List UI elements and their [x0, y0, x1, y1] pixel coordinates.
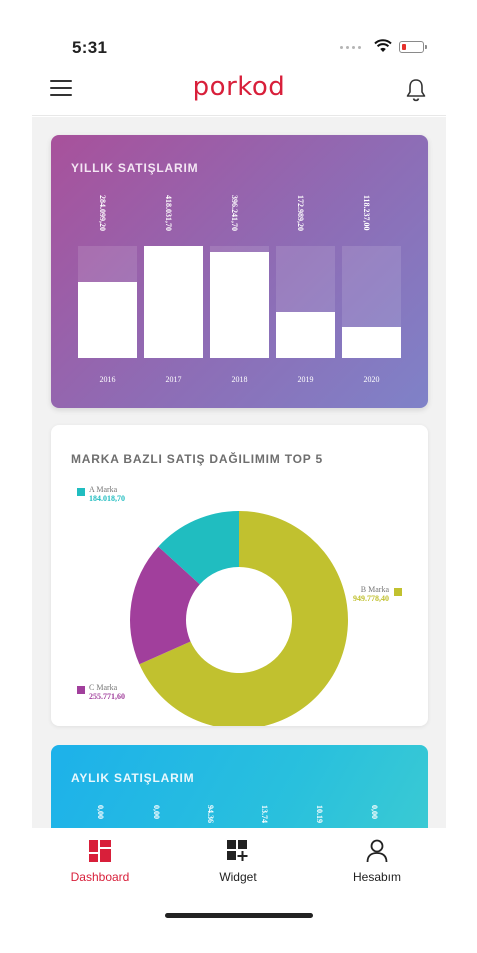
bar-year-label: 2018 — [231, 375, 248, 384]
bar-year-label: 2016 — [99, 375, 116, 384]
bar-year-label: 2017 — [165, 375, 182, 384]
bar-column: 284.099,20 2016 — [78, 195, 137, 408]
bar-track — [210, 246, 269, 358]
yearly-sales-card: YILLIK SATIŞLARIM 284.099,20 2016 418.031,… — [51, 135, 428, 408]
bar[interactable] — [342, 326, 401, 358]
bar-value-label: 418.031,70 — [164, 195, 173, 231]
cellular-signal-icon — [340, 46, 361, 49]
legend-b: B Marka 949.778,40 — [349, 585, 402, 603]
brand-distribution-card: MARKA BAZLI SATIŞ DAĞILIMIM TOP 5 A Mark… — [51, 425, 428, 726]
tab-hesabim[interactable]: Hesabım — [322, 838, 432, 884]
monthly-value: 0,00 — [152, 805, 161, 819]
monthly-sales-title: AYLIK SATIŞLARIM — [71, 771, 195, 785]
donut-slice[interactable] — [130, 546, 200, 665]
yearly-sales-title: YILLIK SATIŞLARIM — [71, 161, 199, 175]
monthly-value: 10.19 — [315, 805, 324, 823]
bar-track — [342, 246, 401, 358]
legend-swatch-a — [77, 488, 85, 496]
bar-value-label: 118.237,00 — [362, 195, 371, 231]
legend-swatch-c — [77, 686, 85, 694]
bar-year-label: 2019 — [297, 375, 314, 384]
bar-value-label: 396.241,70 — [230, 195, 239, 231]
bar-track — [78, 246, 137, 358]
bar-column: 418.031,70 2017 — [144, 195, 203, 408]
tab-widget[interactable]: Widget — [183, 838, 293, 884]
donut-slice[interactable] — [158, 511, 239, 585]
legend-a: A Marka 184.018,70 — [77, 485, 125, 503]
bar[interactable] — [210, 251, 269, 358]
tab-dashboard[interactable]: Dashboard — [45, 838, 155, 884]
brand-distribution-title: MARKA BAZLI SATIŞ DAĞILIMIM TOP 5 — [71, 452, 323, 466]
bar-year-label: 2020 — [363, 375, 380, 384]
user-icon — [366, 839, 388, 863]
dashboard-icon — [89, 840, 111, 862]
legend-name-c: C Marka — [89, 683, 118, 692]
bar-value-label: 172.989,20 — [296, 195, 305, 231]
bar[interactable] — [78, 281, 137, 358]
status-bar: 5:31 — [0, 0, 477, 60]
legend-value-c: 255.771,60 — [89, 692, 125, 701]
tab-widget-label: Widget — [219, 870, 257, 884]
legend-name-a: A Marka — [89, 485, 118, 494]
bar[interactable] — [144, 246, 203, 358]
bar-column: 396.241,70 2018 — [210, 195, 269, 408]
bar-track — [276, 246, 335, 358]
brand-donut-chart — [130, 511, 348, 726]
widget-add-icon — [227, 840, 248, 861]
app-logo: porkod — [192, 72, 286, 102]
home-indicator — [165, 913, 313, 918]
legend-c: C Marka 255.771,60 — [77, 683, 125, 701]
legend-swatch-b — [394, 588, 402, 596]
monthly-value: 0,00 — [370, 805, 379, 819]
monthly-value: 94.36 — [206, 805, 215, 823]
wifi-icon — [374, 39, 392, 52]
monthly-sales-card: AYLIK SATIŞLARIM 0,00 0,00 94.36 13.74 1… — [51, 745, 428, 828]
tab-hesabim-label: Hesabım — [352, 870, 402, 884]
legend-value-b: 949.778,40 — [353, 594, 389, 603]
donut-slice[interactable] — [139, 511, 348, 726]
bar-value-label: 284.099,20 — [98, 195, 107, 231]
legend-name-b: B Marka — [360, 585, 389, 594]
menu-icon[interactable] — [50, 80, 72, 98]
bar-column: 172.989,20 2019 — [276, 195, 335, 408]
bar[interactable] — [276, 312, 335, 358]
app-header: porkod — [32, 62, 446, 116]
legend-value-a: 184.018,70 — [89, 494, 125, 503]
tab-dashboard-label: Dashboard — [70, 870, 130, 884]
bottom-tab-bar: Dashboard Widget Hesabım — [32, 828, 446, 953]
monthly-value: 0,00 — [96, 805, 105, 819]
monthly-value: 13.74 — [260, 805, 269, 823]
bar-column: 118.237,00 2020 — [342, 195, 401, 408]
dashboard-content[interactable]: YILLIK SATIŞLARIM 284.099,20 2016 418.031,… — [32, 117, 446, 828]
bar-track — [144, 246, 203, 358]
status-time: 5:31 — [72, 38, 108, 57]
battery-icon — [399, 41, 427, 53]
notification-bell-icon[interactable] — [405, 78, 427, 102]
